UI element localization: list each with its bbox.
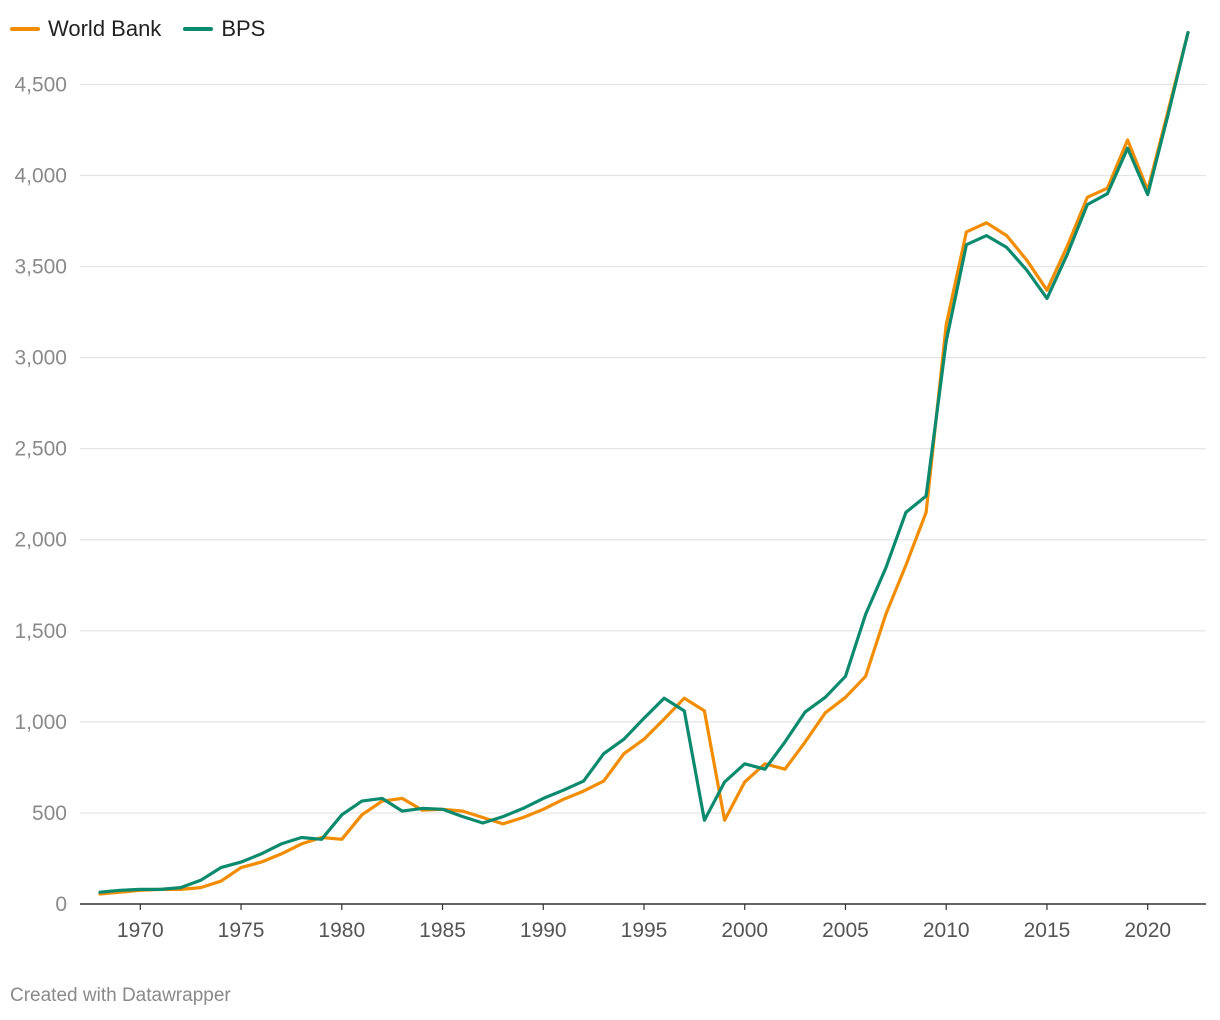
- legend-swatch-bps: [183, 27, 214, 31]
- legend-label-world-bank: World Bank: [48, 16, 162, 41]
- x-tick-label: 2015: [1024, 919, 1071, 942]
- y-tick-label: 2,500: [14, 438, 67, 461]
- y-tick-label: 3,500: [14, 256, 67, 279]
- y-tick-label: 500: [32, 802, 67, 825]
- y-tick-label: 4,000: [14, 164, 67, 187]
- legend: World Bank BPS: [10, 16, 265, 42]
- x-tick-label: 1995: [621, 919, 668, 942]
- y-tick-label: 1,500: [14, 620, 67, 643]
- x-tick-label: 2000: [721, 919, 768, 942]
- y-tick-label: 0: [55, 893, 67, 916]
- series-line-world-bank: [98, 30, 1190, 896]
- footer-credit: Created with Datawrapper: [10, 985, 231, 1006]
- x-tick-label: 1975: [218, 919, 265, 942]
- x-tick-label: 1985: [419, 919, 466, 942]
- legend-item-world-bank: World Bank: [10, 16, 161, 42]
- legend-item-bps: BPS: [183, 16, 265, 42]
- y-tick-label: 1,000: [14, 711, 67, 734]
- x-tick-label: 2020: [1124, 919, 1171, 942]
- series-line-bps: [98, 30, 1190, 894]
- y-tick-label: 2,000: [14, 529, 67, 552]
- x-tick-label: 2010: [923, 919, 970, 942]
- x-tick-label: 1990: [520, 919, 567, 942]
- y-tick-label: 3,000: [14, 347, 67, 370]
- line-chart: 0 500 1,000 1,500 2,000 2,500 3,000 3,500 4,000 4…: [14, 30, 1206, 942]
- x-tick-label: 1980: [318, 919, 365, 942]
- x-tick-label: 2005: [822, 919, 869, 942]
- legend-label-bps: BPS: [221, 16, 266, 41]
- x-tick-label: 1970: [117, 919, 164, 942]
- legend-swatch-world-bank: [10, 27, 40, 31]
- y-tick-label: 4,500: [14, 73, 67, 96]
